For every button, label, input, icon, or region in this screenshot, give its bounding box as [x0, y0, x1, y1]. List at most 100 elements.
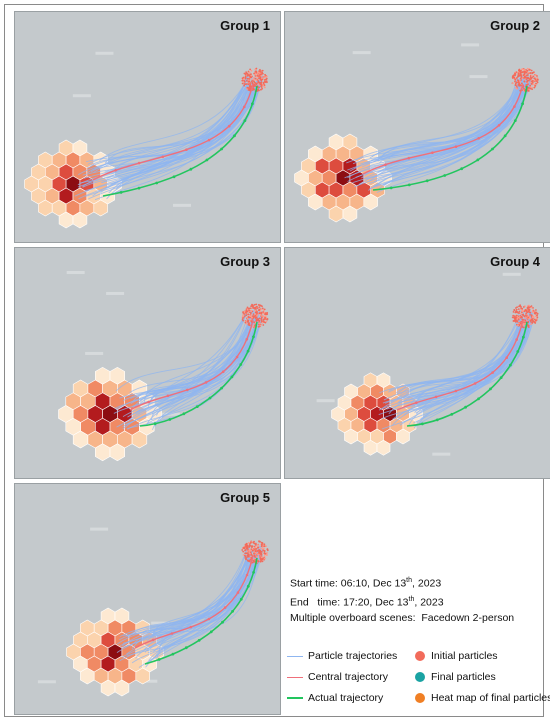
start-time-value: 06:10, Dec 13 — [340, 577, 407, 590]
initial-particle — [530, 323, 532, 326]
initial-particle — [264, 73, 266, 76]
initial-particle — [254, 548, 256, 551]
initial-particle — [257, 560, 260, 563]
initial-particle — [246, 550, 249, 553]
initial-particle — [250, 309, 253, 312]
initial-particle — [524, 321, 526, 324]
initial-particle — [515, 87, 518, 90]
initial-particle — [248, 545, 251, 548]
initial-particle — [263, 318, 265, 321]
initial-particle — [512, 314, 515, 317]
initial-particle — [527, 315, 529, 318]
initial-particle — [250, 548, 253, 550]
initial-particle — [242, 314, 244, 316]
initial-particle — [264, 316, 266, 319]
initial-particle — [262, 549, 265, 552]
actual-trajectory-marker — [221, 620, 224, 624]
initial-particle — [253, 555, 256, 558]
initial-particle — [515, 71, 518, 73]
initial-particle — [534, 319, 537, 322]
panel-title: Group 4 — [490, 254, 540, 269]
map-label-mark — [151, 621, 170, 625]
initial-particle — [534, 78, 537, 81]
initial-particle — [251, 78, 254, 81]
particle-trajectory — [103, 74, 249, 166]
particle-trajectory — [116, 553, 251, 653]
figure-frame: Group 1 Group 2 Group 3 Group 4 Group 5 … — [4, 4, 550, 717]
initial-particle — [249, 307, 252, 310]
actual-trajectory-marker — [197, 638, 201, 642]
initial-particle — [254, 558, 257, 561]
initial-particle — [264, 315, 267, 317]
actual-trajectory-marker — [407, 183, 411, 187]
initial-particle — [247, 555, 250, 557]
legend-particle-trajectories: Particle trajectories — [287, 646, 397, 667]
actual-trajectory-marker — [157, 658, 161, 661]
initial-particle — [527, 326, 530, 328]
initial-particle — [530, 75, 533, 77]
actual-trajectory-marker — [489, 387, 492, 391]
initial-particle — [530, 321, 532, 323]
initial-particle — [523, 80, 526, 83]
actual-trajectory-marker — [509, 363, 512, 367]
legend-initial-particles: Initial particles — [415, 646, 498, 667]
map-label-mark — [172, 203, 191, 207]
actual-trajectory-marker — [460, 167, 464, 171]
initial-particle — [536, 312, 539, 315]
particle-trajectory — [147, 556, 249, 663]
initial-particle — [259, 324, 262, 327]
initial-particle — [243, 84, 246, 87]
actual-trajectory-marker — [476, 158, 480, 162]
central-trajectory-marker — [227, 124, 231, 128]
map-label-mark — [432, 452, 451, 456]
initial-particle — [256, 89, 259, 92]
initial-particle — [260, 547, 263, 550]
initial-particle — [514, 321, 517, 323]
initial-particle — [266, 554, 268, 556]
initial-particle — [528, 69, 530, 71]
central-trajectory-marker — [473, 382, 477, 385]
initial-particle — [254, 73, 257, 76]
initial-particle — [257, 553, 260, 556]
scenes-line: Multiple overboard scenes: Facedown 2-pe… — [290, 612, 515, 624]
initial-particle — [535, 311, 538, 314]
central-trajectory-marker — [186, 388, 189, 392]
initial-particle — [524, 76, 527, 79]
initial-particle — [266, 548, 269, 550]
initial-particle — [263, 551, 266, 553]
drift-map-group-2 — [294, 43, 539, 223]
initial-particle — [520, 74, 523, 76]
central-trajectory-marker — [170, 632, 174, 635]
initial-particle — [259, 68, 261, 71]
initial-particle — [515, 308, 518, 311]
initial-particle — [254, 307, 257, 310]
initial-particle — [514, 83, 517, 86]
initial-particle — [260, 73, 263, 75]
initial-particle — [260, 311, 263, 314]
initial-particle — [264, 81, 267, 84]
initial-particle — [254, 68, 257, 71]
actual-trajectory — [372, 85, 528, 191]
initial-particle — [525, 71, 528, 74]
central-trajectory-marker — [245, 338, 249, 341]
panel-title: Group 5 — [220, 490, 270, 505]
initial-particle — [517, 81, 520, 84]
initial-particle — [259, 560, 262, 563]
central-trajectory — [129, 319, 254, 411]
map-panel-group-2: Group 2 — [284, 11, 550, 243]
initial-particle — [256, 82, 258, 85]
heat-map-cell — [396, 428, 410, 445]
initial-particle — [511, 82, 514, 85]
end-time-suffix: th — [408, 596, 415, 603]
initial-particle — [530, 69, 533, 72]
initial-particle — [528, 306, 531, 309]
initial-particle — [261, 546, 264, 549]
map-panel-group-5: Group 5 — [14, 483, 281, 715]
initial-particle — [246, 310, 249, 313]
initial-particle — [263, 555, 266, 558]
initial-particle — [257, 546, 259, 549]
final-particles-swatch — [415, 672, 425, 683]
initial-particle — [249, 82, 252, 84]
initial-particle — [524, 323, 526, 325]
initial-particle — [534, 315, 537, 318]
